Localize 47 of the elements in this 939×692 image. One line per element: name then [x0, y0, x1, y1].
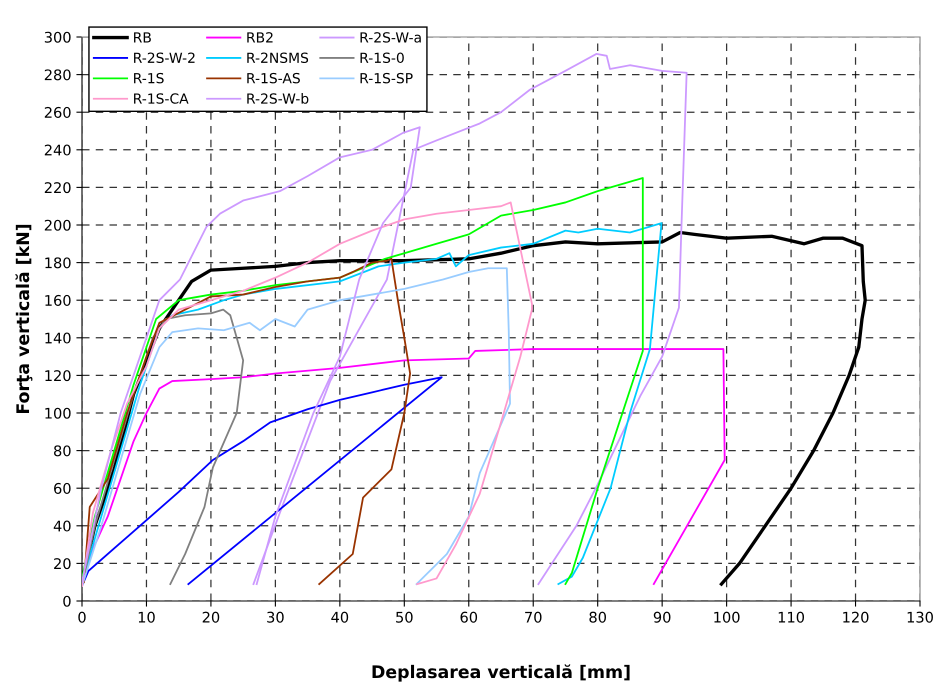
legend-label: R-2S-W-b [247, 93, 308, 104]
x-tick-label: 110 [778, 612, 804, 623]
x-axis-title: Deplasarea verticală [mm] [372, 664, 630, 682]
x-tick-label: 120 [843, 612, 868, 623]
y-tick-label: 100 [45, 408, 71, 419]
legend-label: R-1S-CA [134, 93, 189, 104]
legend-label: R-1S-AS [247, 72, 300, 84]
x-tick-label: 90 [654, 612, 670, 623]
legend-label: RB2 [247, 32, 273, 42]
legend-label: R-2S-W-2 [134, 52, 195, 64]
legend-label: R-1S-0 [360, 52, 404, 64]
x-tick-label: 60 [460, 612, 478, 623]
line-series [82, 376, 443, 587]
y-tick-label: 20 [54, 558, 71, 570]
x-tick-label: 100 [714, 612, 740, 623]
y-tick-label: 220 [44, 182, 71, 194]
x-tick-label: 130 [908, 612, 933, 623]
x-tick-label: 0 [78, 612, 86, 623]
legend-label: R-2NSMS [247, 52, 308, 64]
line-series [82, 267, 511, 587]
y-tick-label: 260 [44, 106, 71, 118]
line-series [82, 202, 533, 587]
y-tick-label: 300 [44, 32, 71, 43]
legend-label: R-1S [134, 72, 164, 84]
x-tick-label: 80 [589, 612, 606, 623]
legend-label: RB [134, 32, 151, 42]
legend-label: R-1S-SP [360, 72, 413, 84]
y-axis-title: Forţa verticală [kN] [15, 224, 32, 414]
line-series [83, 258, 412, 585]
y-tick-label: 120 [45, 370, 71, 382]
y-tick-label: 280 [44, 69, 71, 80]
legend-label: R-2S-W-a [360, 32, 421, 43]
x-tick-label: 30 [267, 612, 284, 623]
y-tick-label: 60 [54, 482, 71, 494]
x-tick-label: 70 [525, 612, 542, 623]
x-tick-label: 20 [202, 612, 220, 623]
y-tick-label: 0 [63, 596, 71, 607]
y-tick-label: 40 [54, 520, 71, 532]
y-tick-label: 200 [44, 220, 71, 231]
y-tick-label: 140 [45, 332, 71, 344]
y-tick-label: 180 [45, 257, 71, 268]
y-tick-label: 160 [45, 294, 71, 306]
y-tick-label: 240 [44, 144, 71, 156]
x-tick-label: 40 [331, 612, 348, 623]
x-tick-label: 10 [138, 612, 155, 623]
y-tick-label: 80 [54, 445, 71, 456]
x-tick-label: 50 [396, 612, 413, 623]
